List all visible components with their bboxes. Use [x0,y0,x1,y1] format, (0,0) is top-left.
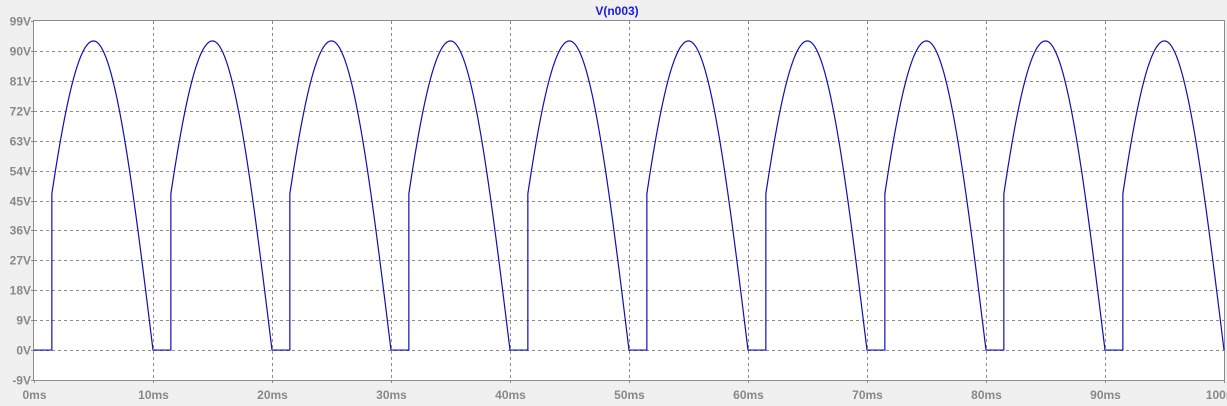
series-layer [34,40,1225,351]
series-line-0 [34,40,1225,351]
x-tick-label: 10ms [138,388,169,402]
y-axis-ticks: 99V 90V 81V 72V 63V 54V 45V 36V 27V 18V 9V 0V -9V [10,15,34,388]
y-tick-label: 27V [10,254,31,268]
chart-title: V(n003) [595,4,638,18]
plot-area [33,20,1225,381]
y-tick-label: -9V [12,374,31,388]
x-tick-label: 50ms [614,388,645,402]
x-tick-label: 60ms [733,388,764,402]
x-tick-label: 0ms [22,388,46,402]
x-tick-label: 80ms [971,388,1002,402]
y-tick-label: 72V [10,105,31,119]
x-tick-label: 70ms [852,388,883,402]
y-tick-label: 81V [10,75,31,89]
x-tick-label: 40ms [495,388,526,402]
x-axis-ticks: 0ms 10ms 20ms 30ms 40ms 50ms 60ms 70ms 80ms 90ms 1… [22,380,1227,402]
y-tick-label: 90V [10,45,31,59]
y-tick-label: 9V [16,314,31,328]
x-tick-label: 90ms [1090,388,1121,402]
x-tick-label: 100ms [1206,388,1227,402]
y-tick-label: 99V [10,15,31,29]
y-tick-label: 36V [10,224,31,238]
x-tick-label: 30ms [376,388,407,402]
y-tick-label: 18V [10,284,31,298]
y-tick-label: 45V [10,195,31,209]
y-tick-label: 0V [16,344,31,358]
y-tick-label: 63V [10,135,31,149]
x-tick-label: 20ms [257,388,288,402]
y-tick-label: 54V [10,165,31,179]
